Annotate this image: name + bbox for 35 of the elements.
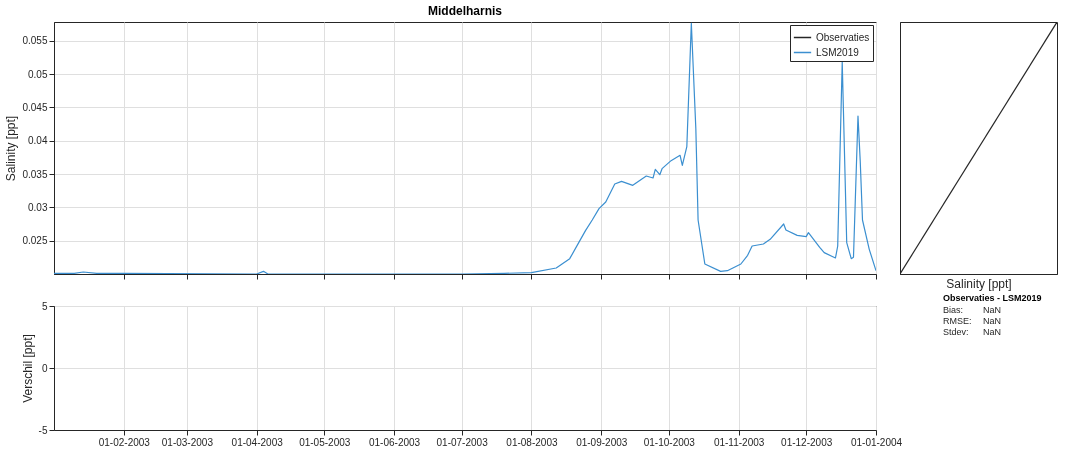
y-tick-label: 5 <box>41 300 48 312</box>
y-tick-label: 0.025 <box>22 235 48 247</box>
x-tick-label: 01-01-2004 <box>850 436 903 448</box>
legend-label: LSM2019 <box>816 46 860 58</box>
x-tick-label: 01-02-2003 <box>98 436 151 448</box>
x-tick-label: 01-07-2003 <box>436 436 489 448</box>
x-tick-label: 01-03-2003 <box>161 436 214 448</box>
y-tick-label: 0.04 <box>28 135 48 147</box>
x-tick-label: 01-04-2003 <box>231 436 284 448</box>
chart-title: Middelharnis <box>427 4 503 18</box>
text: NaN <box>983 327 1002 337</box>
x-tick-label: 01-08-2003 <box>506 436 558 448</box>
x-tick-label: 01-05-2003 <box>299 436 351 448</box>
y-tick-label: 0.03 <box>28 201 48 213</box>
x-tick-label: 01-10-2003 <box>643 436 696 448</box>
x-tick-label: 01-09-2003 <box>576 436 628 448</box>
text: Bias: <box>943 305 964 315</box>
text: RMSE: <box>943 316 972 326</box>
y-tick-label: 0.045 <box>22 101 48 113</box>
legend-label: Observaties <box>816 31 870 43</box>
y-tick-label: 0.05 <box>28 68 48 80</box>
text: Stdev: <box>943 327 969 337</box>
x-tick-label: 01-12-2003 <box>781 436 833 448</box>
text: NaN <box>983 305 1002 315</box>
y-axis-title: Salinity [ppt] <box>4 115 19 182</box>
text: NaN <box>983 316 1002 326</box>
x-tick-label: 01-06-2003 <box>368 436 421 448</box>
y-axis-title: Verschil [ppt] <box>20 334 35 403</box>
x-tick-label: 01-11-2003 <box>713 436 765 448</box>
y-tick-label: 0.035 <box>22 168 48 180</box>
y-tick-label: -5 <box>38 424 48 436</box>
text: Observaties - LSM2019 <box>943 293 1042 303</box>
y-tick-label: 0 <box>41 362 48 374</box>
x-axis-title: Salinity [ppt] <box>946 276 1012 291</box>
y-tick-label: 0.055 <box>22 35 48 47</box>
